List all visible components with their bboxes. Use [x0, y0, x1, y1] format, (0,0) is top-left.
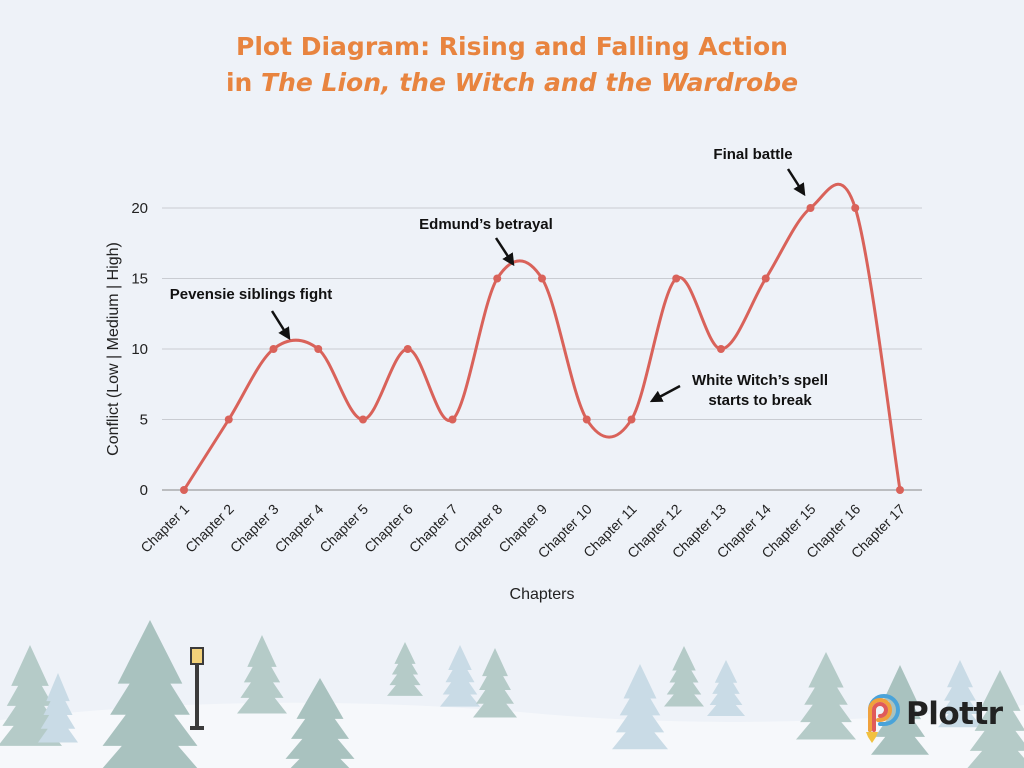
tree-foliage [938, 660, 982, 728]
data-point [582, 415, 591, 424]
annotation-line: Pevensie siblings fight [170, 286, 333, 303]
data-point [403, 345, 412, 353]
annotation-arrow [786, 168, 806, 197]
tree-foliage [285, 678, 355, 768]
data-point [314, 345, 323, 353]
pine-tree [285, 678, 355, 768]
data-point [717, 345, 725, 353]
tree-foliage [612, 664, 668, 750]
x-axis-title: Chapters [510, 586, 575, 603]
data-point [896, 486, 904, 494]
y-tick-label: 5 [140, 412, 148, 429]
annotation-label: Final battle [713, 146, 792, 163]
annotation-label: White Witch’s spell starts to break [692, 372, 828, 409]
tree-foliage [473, 648, 517, 718]
pine-tree [664, 646, 704, 707]
annotation-arrow [270, 310, 291, 341]
data-point [761, 274, 770, 283]
data-point [448, 415, 457, 424]
data-point [672, 274, 681, 283]
annotation-label: Pevensie siblings fight [170, 286, 333, 303]
annotation-label: Edmund’s betrayal [419, 216, 553, 233]
lamppost-lantern [190, 647, 204, 665]
pine-tree [796, 652, 856, 740]
snow-ground [0, 702, 1024, 768]
lamppost-base [190, 726, 204, 730]
chart-title-line2: in The Lion, the Witch and the Wardrobe [0, 64, 1024, 102]
pine-tree [707, 660, 745, 717]
tree-foliage [707, 660, 745, 717]
data-point [806, 204, 815, 212]
y-tick-label: 20 [131, 200, 148, 217]
data-point [851, 204, 860, 212]
data-point [224, 415, 233, 424]
lamppost-pole [195, 662, 199, 728]
annotation-line: White Witch’s spell [692, 372, 828, 389]
tree-foliage [796, 652, 856, 740]
pine-tree [237, 635, 287, 714]
data-point [269, 345, 278, 353]
tree-foliage [440, 645, 480, 707]
chart-title: Plot Diagram: Rising and Falling Action [236, 32, 788, 61]
pine-tree [440, 645, 480, 707]
annotation-arrow [494, 237, 515, 267]
pine-tree [612, 664, 668, 750]
y-tick-label: 15 [131, 271, 148, 288]
title-prefix: in [225, 68, 262, 97]
data-point [627, 415, 636, 424]
tree-foliage [664, 646, 704, 707]
tree-foliage [967, 670, 1024, 768]
data-point [538, 274, 546, 283]
book-title: The Lion, the Witch and the Wardrobe [261, 68, 799, 97]
data-point [359, 415, 367, 424]
pine-tree [967, 670, 1024, 768]
plottr-wordmark: Plottr [906, 696, 1003, 732]
tree-foliage [102, 620, 198, 768]
tree-foliage [38, 673, 78, 743]
annotation-arrow [649, 384, 681, 403]
pine-tree [387, 642, 423, 696]
tree-foliage [871, 665, 929, 755]
plottr-logo-icon [866, 694, 900, 743]
pine-tree [938, 660, 982, 728]
pine-tree [38, 673, 78, 743]
pine-tree [871, 665, 929, 755]
y-tick-label: 10 [131, 341, 148, 358]
data-point [493, 274, 502, 283]
pine-tree [102, 620, 198, 768]
tree-foliage [237, 635, 287, 714]
y-axis-title: Conflict (Low | Medium | High) [105, 242, 122, 456]
tree-foliage [387, 642, 423, 696]
winter-scenery [0, 620, 1024, 768]
annotation-line: starts to break [708, 392, 812, 409]
data-point [180, 486, 188, 494]
annotation-line: Edmund’s betrayal [419, 216, 553, 233]
annotation-line: Final battle [713, 146, 792, 163]
plottr-brand: Plottr [856, 690, 1006, 746]
pine-tree [473, 648, 517, 718]
y-tick-label: 0 [140, 482, 148, 499]
lamppost-icon [190, 647, 204, 730]
